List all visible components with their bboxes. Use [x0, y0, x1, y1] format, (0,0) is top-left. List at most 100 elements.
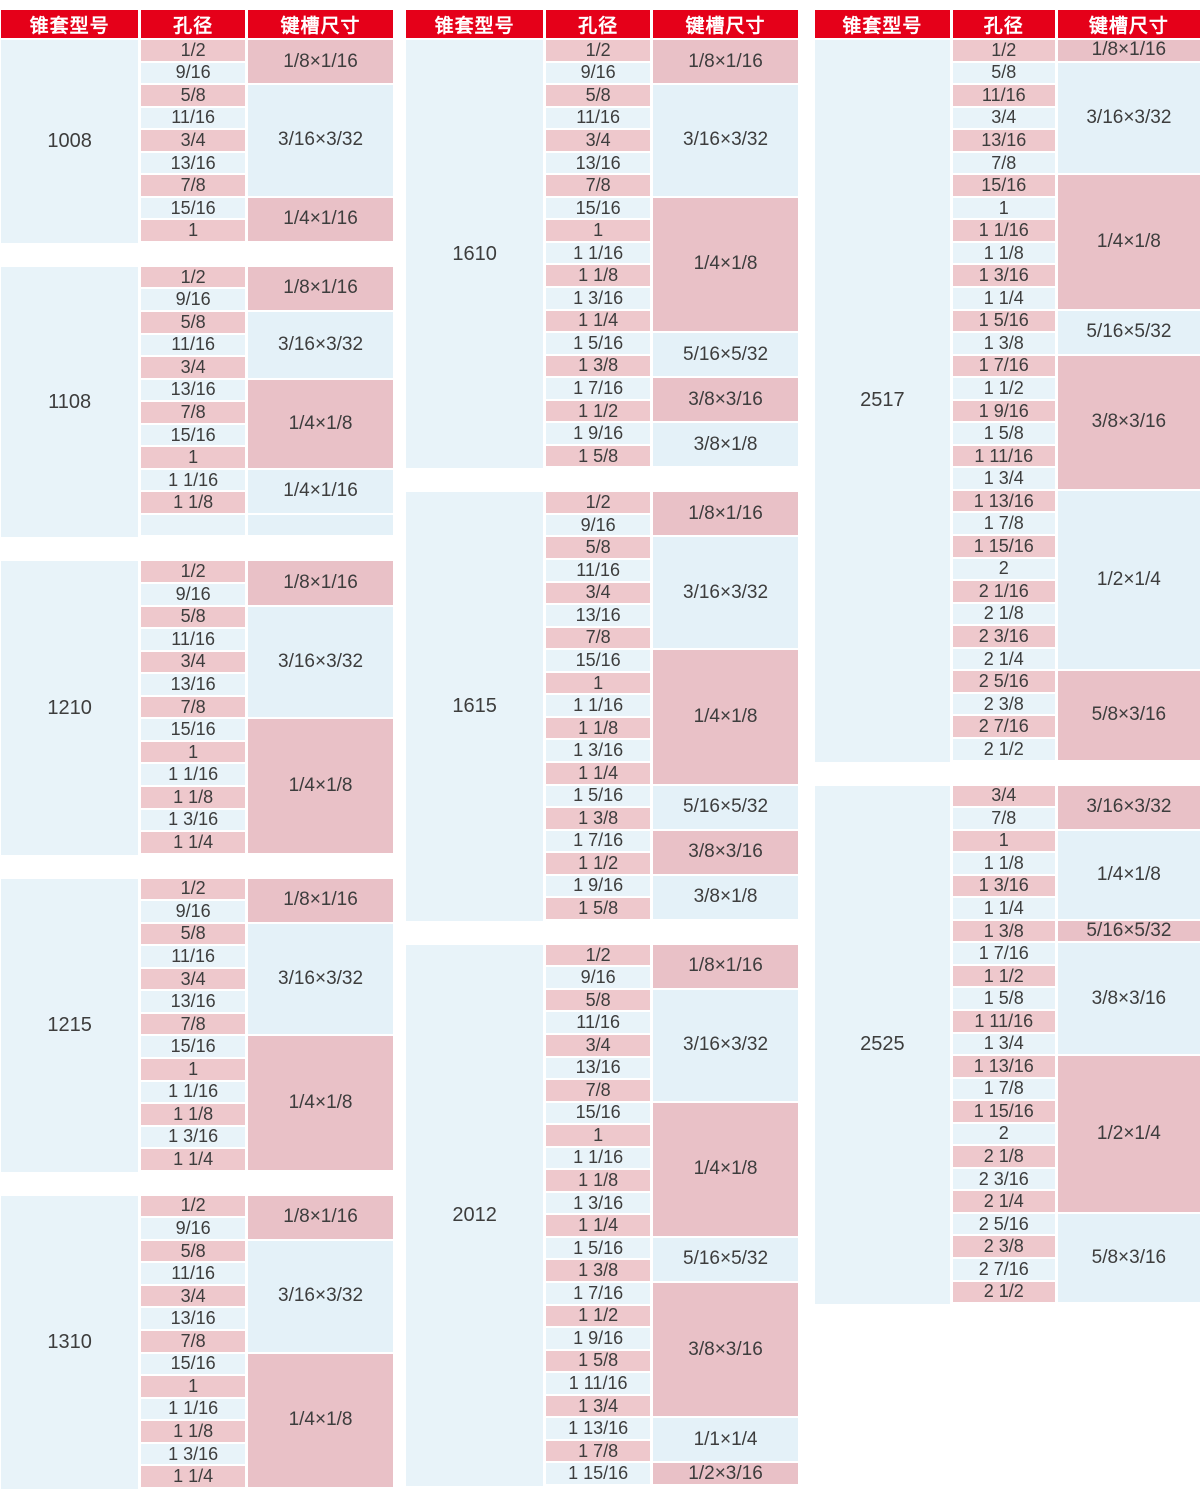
bore-cell: 9/16: [141, 62, 246, 86]
bushing-table: 1108 1/2 9/16 5/8 11/16 3/4 13/16 7/8 15/16 1 1 1/…: [1, 267, 393, 538]
bore-cell: 1: [141, 742, 246, 765]
bore-cell: 1 1/8: [141, 1104, 246, 1127]
bore-cell: 2 5/16: [952, 1214, 1055, 1237]
bore-cell: 1/2: [141, 40, 246, 63]
bore-cell: 2 3/16: [952, 1169, 1055, 1192]
keyway-cell: 3/16×3/32: [248, 85, 393, 198]
keyway-cell: 1/8×1/16: [248, 878, 393, 924]
bore-cell: 1: [952, 198, 1055, 221]
keyway-cell: 5/16×5/32: [653, 1237, 798, 1283]
bore-cell: 2 1/4: [952, 1191, 1055, 1214]
bore-cell: 2: [952, 1123, 1055, 1147]
keyway-cell: 1/4×1/8: [653, 197, 798, 334]
bore-cell: 15/16: [141, 198, 246, 221]
bore-cell: 1/2: [952, 40, 1055, 63]
bore-cell: 3/4: [546, 130, 651, 153]
bore-cell: 1 5/8: [952, 988, 1055, 1011]
bore-cell: 2 1/8: [952, 603, 1055, 627]
bushing-table: 2517 1/2 5/8 11/16 3/4 13/16 7/8 15/16 1 1 1/16 1 …: [815, 39, 1200, 762]
model-cell: 2525: [815, 785, 950, 1305]
bore-cell: 1 1/16: [546, 243, 651, 266]
table-header-row: 锥套型号 孔径 键槽尺寸: [1, 10, 393, 38]
bore-cell: 9/16: [141, 584, 246, 607]
keyway-cell: 5/8×3/16: [1057, 671, 1200, 762]
bushing-table: 1215 1/2 9/16 5/8 11/16 3/4 13/16 7/8 15/16 1 1 1/…: [1, 878, 393, 1172]
keyway-cell: 1/4×1/8: [653, 1102, 798, 1238]
header-model-column: 锥套型号: [1, 10, 139, 38]
keyway-cell: 1/8×1/16: [248, 266, 393, 313]
table-panel: 锥套型号 孔径 键槽尺寸 1008 1/2 9/16 5/8 11/16 3/4 13/16 7/8…: [1, 0, 393, 1492]
bore-cell: 2 1/16: [952, 581, 1055, 604]
keyway-cell: 1/4×1/8: [653, 650, 798, 786]
bore-cell: 1 9/16: [546, 1328, 651, 1351]
keyway-cell: 1/2×3/16: [653, 1463, 798, 1486]
keyway-cell: 1/8×1/16: [653, 492, 798, 538]
bore-cell: 1 1/4: [141, 1466, 246, 1489]
bore-cell: 1 3/16: [546, 288, 651, 311]
bore-cell: 1 1/8: [141, 1421, 246, 1444]
bore-cell: 1 13/16: [952, 491, 1055, 514]
bushing-table: 1310 1/2 9/16 5/8 11/16 3/4 13/16 7/8 15/16 1 1 1/…: [1, 1195, 393, 1489]
model-cell: 1215: [1, 878, 139, 1172]
bore-cell: 1: [546, 1125, 651, 1148]
bore-cell: 7/8: [141, 1331, 246, 1354]
bore-cell: 11/16: [546, 560, 651, 583]
header-model-column: 锥套型号: [815, 10, 950, 38]
keyway-cell: 1/1×1/4: [653, 1418, 798, 1464]
bore-cell: 7/8: [546, 175, 651, 198]
bore-cell: 1 1/2: [952, 966, 1055, 989]
bore-cell: 7/8: [141, 402, 246, 425]
bore-cell: [141, 514, 246, 538]
model-cell: 1615: [406, 492, 544, 921]
keyway-cell: 1/4×1/16: [248, 197, 393, 243]
bore-cell: 1 1/2: [952, 378, 1055, 401]
bore-cell: 13/16: [546, 153, 651, 176]
bore-cell: 1 7/16: [546, 378, 651, 401]
bore-cell: 1 7/16: [952, 355, 1055, 379]
bore-cell: 3/4: [546, 1035, 651, 1058]
bore-cell: 1 3/16: [141, 809, 246, 833]
bore-cell: 7/8: [546, 1080, 651, 1103]
keyway-cell: 1/4×1/16: [248, 469, 393, 515]
header-bore-column: 孔径: [952, 10, 1055, 38]
keyway-cell: 5/16×5/32: [1057, 920, 1200, 944]
model-cell: 2517: [815, 40, 950, 762]
bore-cell: 1 3/4: [952, 468, 1055, 491]
bore-cell: 1 1/8: [546, 718, 651, 741]
bore-cell: 1 1/4: [546, 310, 651, 334]
bore-cell: 1 1/16: [546, 1147, 651, 1171]
bore-cell: 1: [141, 1376, 246, 1399]
bore-cell: 1 11/16: [952, 446, 1055, 469]
keyway-cell: 5/16×5/32: [653, 333, 798, 379]
bore-cell: 1 3/4: [952, 1033, 1055, 1057]
bore-cell: 2 7/16: [952, 716, 1055, 739]
bore-cell: 1: [141, 1059, 246, 1082]
header-keyway-column: 键槽尺寸: [653, 10, 798, 38]
bore-cell: 5/8: [141, 312, 246, 335]
bore-cell: 3/4: [141, 651, 246, 675]
bore-cell: 7/8: [952, 808, 1055, 831]
bore-cell: 2 1/4: [952, 649, 1055, 672]
bore-cell: 15/16: [952, 175, 1055, 198]
bore-cell: 13/16: [141, 379, 246, 403]
keyway-cell: 3/16×3/32: [653, 85, 798, 198]
bore-cell: 1 3/16: [546, 1193, 651, 1216]
table-header-row: 锥套型号 孔径 键槽尺寸: [815, 10, 1200, 38]
bore-cell: 1 5/8: [546, 446, 651, 469]
keyway-cell: [248, 514, 393, 538]
keyway-cell: 1/8×1/16: [653, 40, 798, 86]
bore-cell: 1 1/8: [546, 265, 651, 289]
bore-cell: 2 5/16: [952, 671, 1055, 694]
keyway-cell: 1/2×1/4: [1057, 490, 1200, 672]
keyway-cell: 3/16×3/32: [248, 312, 393, 380]
bore-cell: 9/16: [546, 967, 651, 990]
bore-cell: 2 3/8: [952, 694, 1055, 717]
header-model-column: 锥套型号: [406, 10, 544, 38]
bore-cell: 3/4: [952, 107, 1055, 131]
bore-cell: 2 3/16: [952, 626, 1055, 649]
bore-cell: 1/2: [546, 40, 651, 63]
bore-cell: 1 3/16: [952, 875, 1055, 899]
keyway-cell: 5/8×3/16: [1057, 1213, 1200, 1305]
bore-cell: 5/8: [546, 990, 651, 1013]
